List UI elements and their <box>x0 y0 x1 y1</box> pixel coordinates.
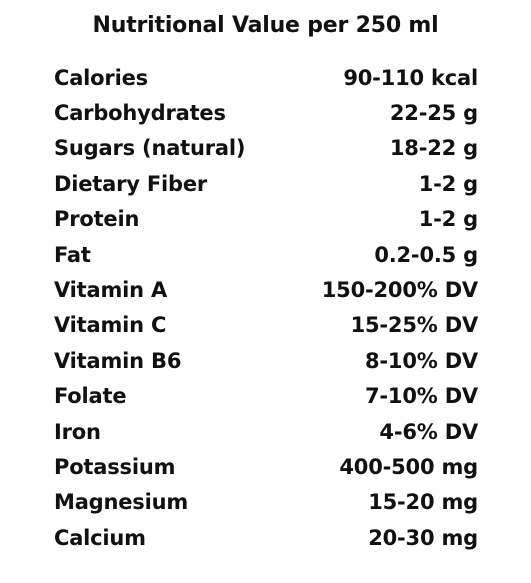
nutrient-value: 0.2-0.5 g <box>374 242 478 267</box>
nutrient-label: Protein <box>54 207 140 232</box>
nutrient-label: Magnesium <box>54 490 189 515</box>
nutrition-row-carbohydrates: Carbohydrates 22-25 g <box>54 95 478 130</box>
nutrient-label: Potassium <box>54 454 176 479</box>
nutrient-value: 20-30 mg <box>368 525 478 550</box>
nutrition-row-iron: Iron 4-6% DV <box>54 414 478 449</box>
nutrition-row-potassium: Potassium 400-500 mg <box>54 449 478 484</box>
nutrition-row-protein: Protein 1-2 g <box>54 202 478 237</box>
nutrient-value: 4-6% DV <box>379 419 478 444</box>
nutrient-value: 400-500 mg <box>339 454 478 479</box>
nutrition-row-fat: Fat 0.2-0.5 g <box>54 237 478 272</box>
nutrient-value: 8-10% DV <box>365 348 478 373</box>
nutrition-row-calories: Calories 90-110 kcal <box>54 60 478 95</box>
nutrition-row-sugars: Sugars (natural) 18-22 g <box>54 131 478 166</box>
nutrition-row-folate: Folate 7-10% DV <box>54 379 478 414</box>
nutrient-value: 22-25 g <box>389 101 478 126</box>
nutrient-value: 90-110 kcal <box>343 65 478 90</box>
nutrient-value: 15-25% DV <box>350 313 479 338</box>
nutrient-label: Dietary Fiber <box>54 171 208 196</box>
nutrient-value: 1-2 g <box>418 207 478 232</box>
nutrition-row-vitamin-b6: Vitamin B6 8-10% DV <box>54 343 478 378</box>
nutrition-row-vitamin-c: Vitamin C 15-25% DV <box>54 308 478 343</box>
nutrient-label: Calories <box>54 65 148 90</box>
nutrient-label: Folate <box>54 384 127 409</box>
nutrient-label: Carbohydrates <box>54 101 226 126</box>
nutrient-label: Vitamin A <box>54 278 168 303</box>
nutrition-row-calcium: Calcium 20-30 mg <box>54 520 478 555</box>
nutrient-label: Vitamin B6 <box>54 348 182 373</box>
nutrition-row-vitamin-a: Vitamin A 150-200% DV <box>54 272 478 307</box>
nutrient-label: Fat <box>54 242 91 267</box>
nutrient-label: Vitamin C <box>54 313 167 338</box>
nutrient-label: Iron <box>54 419 101 444</box>
nutrient-value: 15-20 mg <box>368 490 478 515</box>
nutrition-row-magnesium: Magnesium 15-20 mg <box>54 485 478 520</box>
nutrition-row-dietary-fiber: Dietary Fiber 1-2 g <box>54 166 478 201</box>
nutrient-value: 18-22 g <box>389 136 478 161</box>
nutrient-label: Calcium <box>54 525 146 550</box>
page-title: Nutritional Value per 250 ml <box>92 13 439 38</box>
nutrient-value: 7-10% DV <box>365 384 478 409</box>
nutrient-value: 150-200% DV <box>321 278 478 303</box>
nutrient-label: Sugars (natural) <box>54 136 246 161</box>
nutrition-table: Calories 90-110 kcal Carbohydrates 22-25… <box>54 60 478 555</box>
nutrient-value: 1-2 g <box>418 171 478 196</box>
